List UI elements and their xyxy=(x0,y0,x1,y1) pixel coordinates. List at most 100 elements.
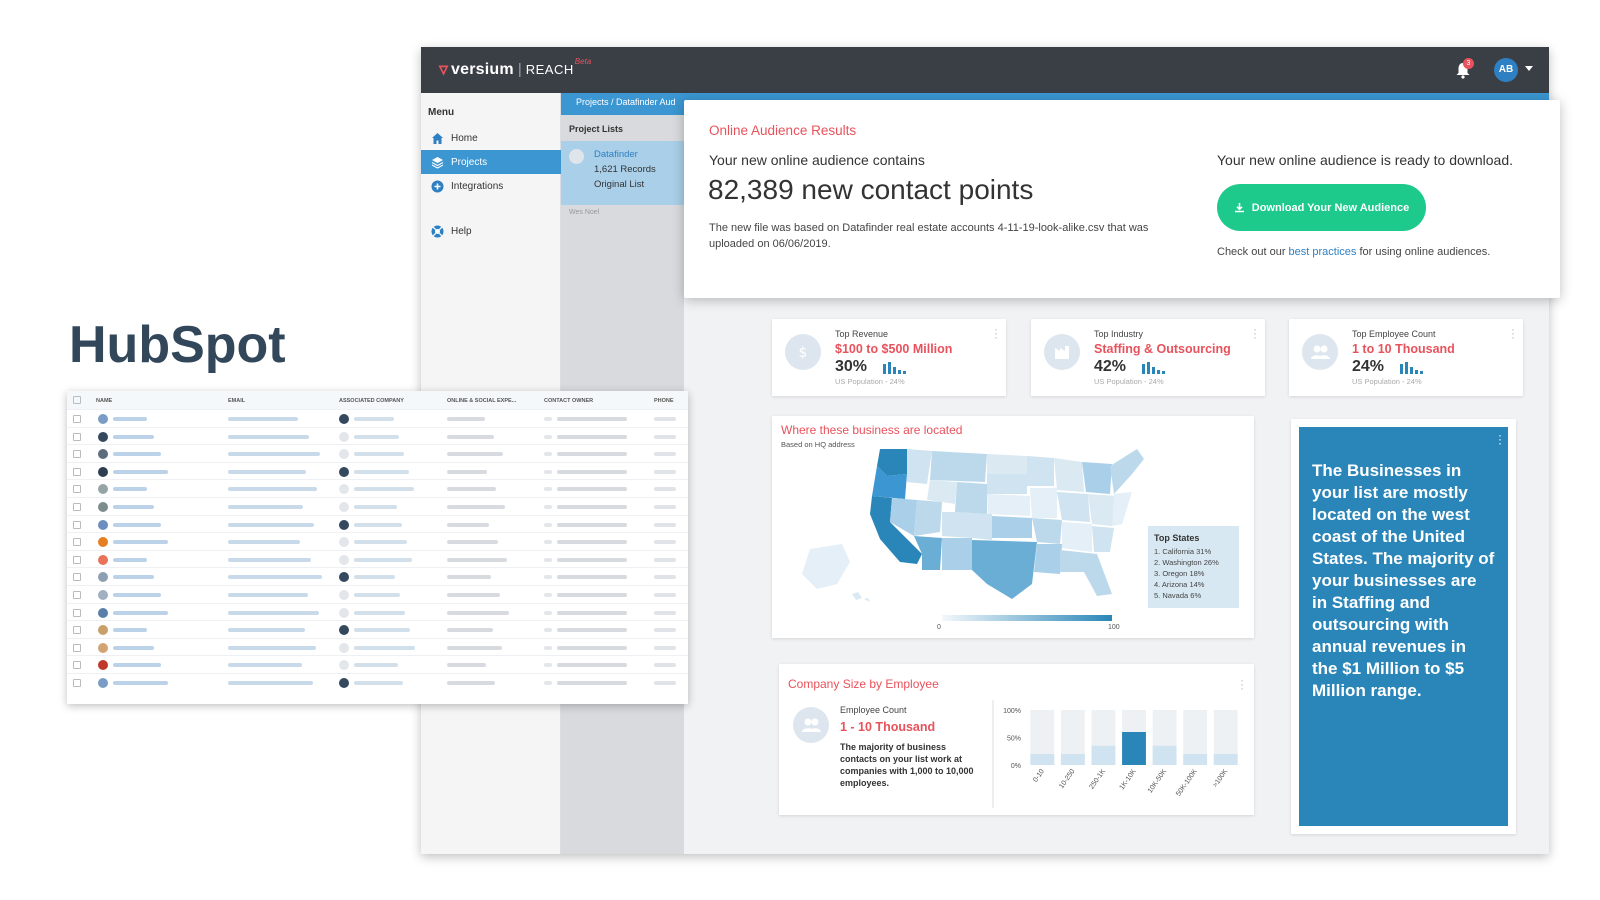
row-checkbox[interactable] xyxy=(73,608,81,617)
sidebar-item-label: Help xyxy=(451,225,472,237)
blurred-name xyxy=(113,540,168,545)
table-row[interactable] xyxy=(67,426,688,445)
row-checkbox[interactable] xyxy=(73,538,81,547)
row-checkbox[interactable] xyxy=(73,450,81,459)
table-row[interactable] xyxy=(67,585,688,603)
column-social[interactable]: ONLINE & SOCIAL EXPE... xyxy=(447,398,517,404)
table-row[interactable] xyxy=(67,479,688,497)
table-row[interactable] xyxy=(67,602,688,621)
more-menu-icon[interactable]: · · · xyxy=(994,322,998,344)
column-email[interactable]: EMAIL xyxy=(228,398,246,404)
blurred-email xyxy=(228,557,311,562)
download-audience-button[interactable]: Download Your New Audience xyxy=(1217,184,1426,231)
owner-icon xyxy=(544,540,552,545)
blurred-social xyxy=(447,469,487,474)
blurred-company xyxy=(354,522,402,527)
row-checkbox[interactable] xyxy=(73,679,81,687)
table-row[interactable] xyxy=(67,444,688,462)
row-checkbox[interactable] xyxy=(73,520,81,529)
more-menu-icon[interactable]: · · · xyxy=(1511,322,1515,344)
avatar xyxy=(98,678,108,688)
sidebar-item-label: Home xyxy=(451,132,478,144)
column-owner[interactable]: CONTACT OWNER xyxy=(544,398,594,404)
more-menu-icon[interactable]: · · · xyxy=(1240,673,1244,695)
column-phone[interactable]: PHONE xyxy=(654,398,674,404)
avatar xyxy=(98,537,108,548)
table-row[interactable] xyxy=(67,655,688,673)
row-checkbox[interactable] xyxy=(73,503,81,511)
chevron-down-icon[interactable] xyxy=(1525,66,1533,71)
blurred-owner xyxy=(557,487,627,492)
more-menu-icon[interactable]: · · · xyxy=(1253,322,1257,344)
row-checkbox[interactable] xyxy=(73,661,81,670)
row-checkbox[interactable] xyxy=(73,467,81,476)
blurred-social xyxy=(447,487,496,492)
breadcrumb[interactable]: Projects / Datafinder Aud xyxy=(576,97,676,107)
table-row[interactable] xyxy=(67,461,688,480)
row-checkbox[interactable] xyxy=(73,555,81,564)
stat-card-industry: Top Industry Staffing & Outsourcing 42% … xyxy=(1031,319,1265,396)
owner-icon xyxy=(544,434,552,439)
table-row[interactable] xyxy=(67,673,688,691)
table-row[interactable] xyxy=(67,620,688,638)
blurred-name xyxy=(113,434,154,439)
owner-icon xyxy=(544,469,552,474)
versium-logo[interactable]: ▿ versium | REACH Beta xyxy=(439,57,592,79)
user-avatar[interactable]: AB xyxy=(1494,58,1518,82)
project-name[interactable]: Datafinder xyxy=(594,149,638,160)
best-practices-text: Check out our best practices for using o… xyxy=(1217,246,1491,258)
owner-icon xyxy=(544,681,552,685)
blurred-social xyxy=(447,663,486,668)
row-checkbox[interactable] xyxy=(73,573,81,582)
table-row[interactable] xyxy=(67,514,688,533)
blurred-email xyxy=(228,522,314,527)
owner-icon xyxy=(544,593,552,597)
table-row[interactable] xyxy=(67,549,688,568)
hubspot-contacts-table: NAME EMAIL ASSOCIATED COMPANY ONLINE & S… xyxy=(67,391,688,704)
insight-text: The Businesses in your list are mostly l… xyxy=(1299,427,1508,826)
sidebar-item-home[interactable]: Home xyxy=(421,126,561,150)
menu-title: Menu xyxy=(428,107,455,118)
avatar xyxy=(98,572,108,583)
blurred-phone xyxy=(654,417,676,421)
row-checkbox[interactable] xyxy=(73,415,81,423)
blurred-phone xyxy=(654,610,676,615)
sidebar-item-help[interactable]: Help xyxy=(421,219,561,243)
company-logo xyxy=(339,607,349,618)
company-logo xyxy=(339,484,349,495)
blurred-name xyxy=(113,417,147,421)
table-row[interactable] xyxy=(67,532,688,550)
sidebar-item-integrations[interactable]: Integrations xyxy=(421,174,561,198)
row-checkbox[interactable] xyxy=(73,626,81,635)
map-card: Where these business are located Based o… xyxy=(772,416,1254,638)
blurred-name xyxy=(113,469,168,474)
blurred-owner xyxy=(557,505,627,509)
row-checkbox[interactable] xyxy=(73,591,81,599)
column-name[interactable]: NAME xyxy=(96,398,113,404)
table-row[interactable] xyxy=(67,637,688,656)
table-row[interactable] xyxy=(67,567,688,585)
row-checkbox[interactable] xyxy=(73,643,81,652)
blurred-owner xyxy=(557,417,627,421)
blurred-email xyxy=(228,575,322,580)
sidebar-item-projects[interactable]: Projects xyxy=(421,150,561,174)
blurred-phone xyxy=(654,434,676,439)
hubspot-logo: HubSpot xyxy=(69,316,286,374)
owner-icon xyxy=(544,610,552,615)
select-all-checkbox[interactable] xyxy=(73,396,81,404)
blurred-company xyxy=(354,628,410,633)
more-menu-icon[interactable]: · · · xyxy=(1498,428,1502,450)
plus-circle-icon xyxy=(431,180,444,192)
blurred-phone xyxy=(654,628,676,633)
table-row[interactable] xyxy=(67,409,688,427)
company-size-chart[interactable]: 100% 50% 0% 0-10 10-250 250-1K 1K-10K 10K-50K 50… xyxy=(991,700,1245,810)
column-company[interactable]: ASSOCIATED COMPANY xyxy=(339,398,404,404)
company-logo xyxy=(339,502,349,512)
blurred-company xyxy=(354,557,412,562)
row-checkbox[interactable] xyxy=(73,432,81,441)
best-practices-link[interactable]: best practices xyxy=(1288,246,1357,258)
row-checkbox[interactable] xyxy=(73,485,81,494)
table-row[interactable] xyxy=(67,497,688,515)
blurred-company xyxy=(354,645,415,650)
us-map[interactable] xyxy=(792,444,1152,624)
